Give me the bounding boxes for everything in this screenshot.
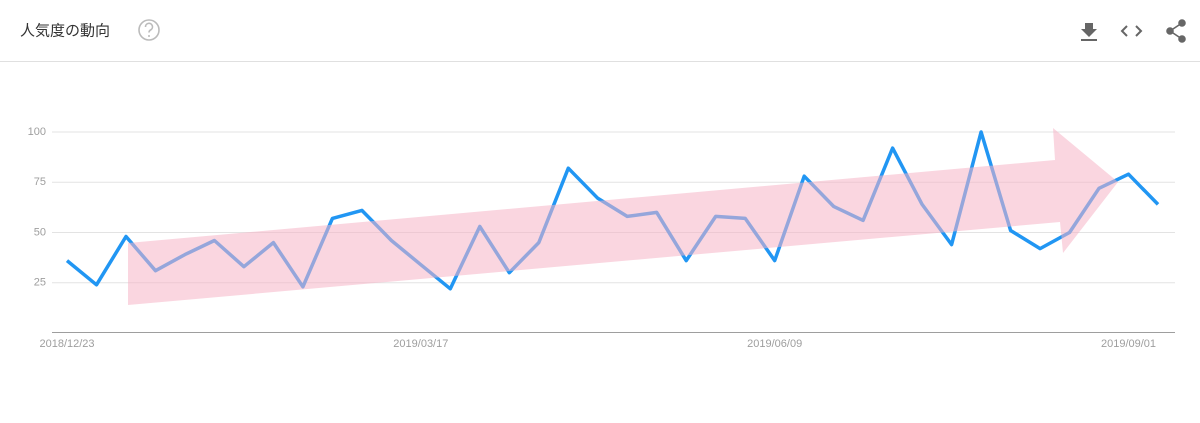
help-icon[interactable] xyxy=(138,19,160,41)
chart-title: 人気度の動向 xyxy=(20,22,110,40)
download-icon[interactable] xyxy=(1081,23,1097,41)
y-tick-label: 50 xyxy=(34,226,46,238)
x-tick-label: 2018/12/23 xyxy=(39,338,94,350)
x-tick-label: 2019/09/01 xyxy=(1101,338,1156,350)
y-tick-label: 75 xyxy=(34,176,46,188)
embed-icon[interactable] xyxy=(1120,25,1143,37)
trend-arrow xyxy=(128,128,1118,305)
y-tick-label: 25 xyxy=(34,277,46,289)
share-icon[interactable] xyxy=(1166,19,1186,43)
x-tick-label: 2019/06/09 xyxy=(747,338,802,350)
x-tick-label: 2019/03/17 xyxy=(393,338,448,350)
y-tick-label: 100 xyxy=(28,126,46,138)
